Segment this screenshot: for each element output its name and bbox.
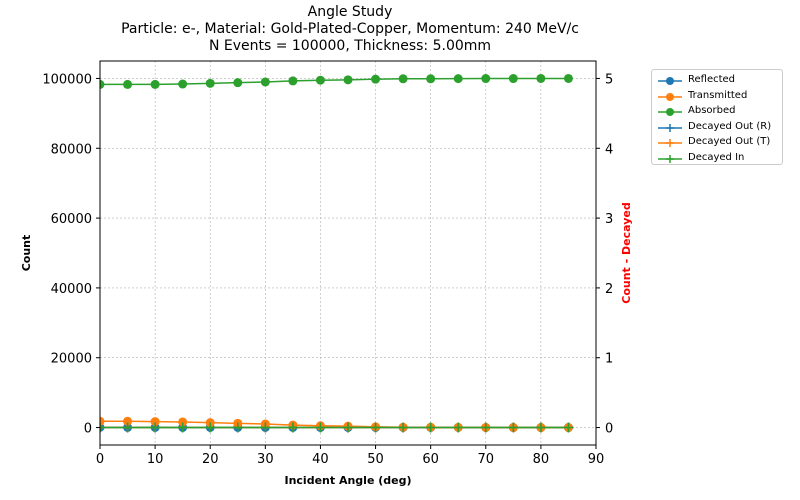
legend-item: Decayed Out (R) (652, 120, 782, 135)
data-point-decayed-in (100, 422, 105, 433)
x-tick-label: 30 (257, 452, 274, 467)
y-right-tick-label: 1 (605, 352, 613, 367)
data-point-decayed-in (480, 422, 491, 433)
data-point-decayed-in (535, 422, 546, 433)
x-tick-label: 90 (588, 452, 605, 467)
series-line-transmitted (100, 420, 569, 429)
data-point-decayed-in (398, 422, 409, 433)
data-point-decayed-in (287, 422, 298, 433)
y-right-tick-label: 4 (605, 142, 613, 157)
x-tick-label: 60 (422, 452, 439, 467)
y-tick-label: 20000 (51, 352, 92, 367)
data-point-decayed-in (453, 422, 464, 433)
data-point-absorbed (508, 74, 518, 84)
data-point-transmitted (178, 417, 188, 427)
legend-label: Reflected (688, 74, 736, 85)
data-point-decayed-in (122, 422, 133, 433)
x-axis-label: Incident Angle (deg) (284, 474, 411, 487)
legend-item: Decayed In (652, 151, 782, 166)
data-point-absorbed (100, 79, 105, 89)
plot-frame (99, 60, 597, 446)
x-tick-label: 70 (478, 452, 495, 467)
x-tick-label: 50 (367, 452, 384, 467)
legend-swatch (658, 77, 682, 85)
data-point-decayed-in (563, 422, 574, 433)
y-right-tick-label: 2 (605, 282, 613, 297)
legend-label: Transmitted (688, 89, 748, 101)
legend-item: Transmitted (652, 89, 782, 104)
chart-subtitle-line-2: N Events = 100000, Thickness: 5.00mm (208, 38, 492, 54)
data-point-decayed-in (232, 422, 243, 433)
data-point-decayed-in (508, 422, 519, 433)
y-tick-label: 80000 (51, 142, 92, 157)
legend-label: Decayed Out (R) (688, 120, 772, 132)
data-point-decayed-in (425, 422, 436, 433)
x-tick-label: 40 (312, 452, 329, 467)
data-point-absorbed (536, 73, 546, 83)
data-point-absorbed (371, 74, 381, 84)
data-point-absorbed (288, 76, 298, 86)
data-point-decayed-in (315, 422, 326, 433)
data-point-decayed-in (370, 422, 381, 433)
data-point-absorbed (315, 75, 325, 85)
chart-title: Angle Study (307, 4, 393, 20)
y-tick-label: 100000 (42, 72, 92, 87)
legend-item: Absorbed (652, 104, 782, 119)
data-point-absorbed (233, 78, 243, 88)
data-point-decayed-in (150, 422, 161, 433)
data-point-absorbed (426, 74, 436, 84)
series-group (100, 73, 574, 433)
y-tick-label: 40000 (51, 282, 92, 297)
data-point-absorbed (398, 74, 408, 84)
y-right-tick-label: 5 (605, 72, 613, 87)
data-point-transmitted (100, 416, 105, 426)
x-tick-label: 20 (202, 452, 219, 467)
y-right-tick-label: 0 (605, 422, 613, 437)
x-tick-label: 80 (533, 452, 550, 467)
data-point-absorbed (343, 75, 353, 85)
legend-item: Reflected (652, 73, 782, 88)
legend-swatch (658, 139, 682, 147)
legend-label: Absorbed (688, 105, 736, 116)
y-axis-label: Count (20, 235, 33, 272)
x-tick-label: 0 (96, 452, 104, 467)
data-point-absorbed (178, 79, 188, 89)
data-point-decayed-in (343, 422, 353, 433)
data-point-transmitted (123, 416, 133, 426)
chart-subtitle-line-1: Particle: e-, Material: Gold-Plated-Copp… (121, 21, 579, 37)
x-tick-label: 10 (147, 452, 164, 467)
series-line-absorbed (100, 77, 569, 86)
chart-legend: Reflected Transmitted Absorbed Decayed Out … (651, 69, 783, 165)
legend-item: Decayed Out (T) (652, 135, 782, 150)
legend-swatch (658, 154, 682, 163)
legend-swatch (658, 123, 682, 132)
data-point-decayed-in (260, 422, 271, 433)
y-right-axis-label: Count - Decayed (620, 202, 633, 303)
data-point-transmitted (150, 417, 160, 427)
data-point-absorbed (150, 79, 160, 89)
data-point-absorbed (123, 79, 133, 89)
legend-swatch (658, 108, 682, 116)
data-point-absorbed (481, 74, 491, 84)
legend-swatch (658, 92, 682, 101)
data-point-absorbed (205, 78, 215, 88)
data-point-absorbed (260, 77, 270, 87)
y-tick-label: 0 (84, 422, 92, 437)
legend-label: Decayed Out (T) (688, 136, 771, 147)
data-point-decayed-in (205, 422, 216, 433)
legend-label: Decayed In (688, 151, 745, 163)
y-tick-label: 60000 (51, 212, 92, 227)
data-point-absorbed (453, 74, 463, 84)
data-point-decayed-in (177, 422, 188, 433)
data-point-absorbed (563, 73, 573, 83)
y-right-tick-label: 3 (605, 212, 613, 227)
